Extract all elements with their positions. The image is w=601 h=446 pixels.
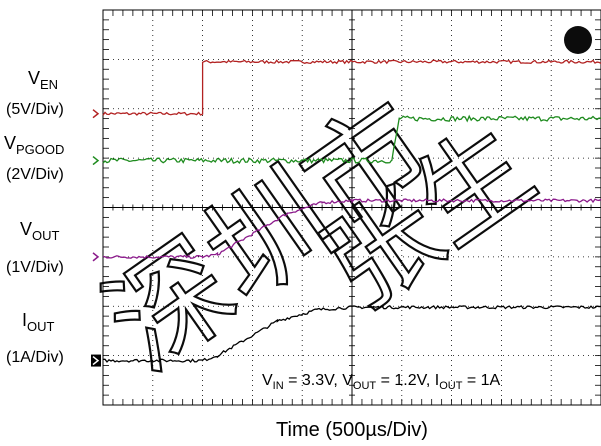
conditions-annotation: VIN = 3.3V, VOUT = 1.2V, IOUT = 1A xyxy=(262,372,501,392)
scale-iout: (1A/Div) xyxy=(6,349,64,366)
marker-iout xyxy=(91,354,101,367)
watermark-dot xyxy=(564,26,592,54)
x-axis-label: Time (500µs/Div) xyxy=(276,419,428,441)
trace-en xyxy=(102,59,601,116)
plot-traces xyxy=(102,59,601,363)
trace-out xyxy=(103,304,601,363)
marker-pgood xyxy=(92,156,100,166)
marker-en xyxy=(92,109,100,119)
scale-vout: (1V/Div) xyxy=(6,259,64,276)
marker-out xyxy=(92,252,100,262)
trace-pgood xyxy=(102,114,601,165)
watermark: 深圳市 张生 xyxy=(81,26,592,398)
scale-ven: (5V/Div) xyxy=(6,101,64,118)
scale-vpgood: (2V/Div) xyxy=(6,166,64,183)
channel-markers xyxy=(91,109,101,367)
label-ven: VEN xyxy=(28,68,58,92)
channel-labels: VEN (5V/Div) VPGOOD (2V/Div) VOUT (1V/Di… xyxy=(4,68,64,366)
trace-out xyxy=(102,198,601,259)
label-iout: IOUT xyxy=(22,310,55,334)
label-vout: VOUT xyxy=(20,219,60,243)
marker-iout-chevron xyxy=(92,355,100,366)
label-vpgood: VPGOOD xyxy=(4,133,64,157)
